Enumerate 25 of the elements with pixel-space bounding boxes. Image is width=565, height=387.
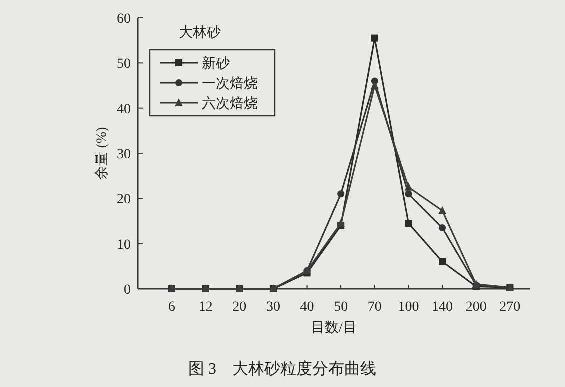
x-tick-label: 40 (300, 300, 314, 315)
x-tick-label: 270 (500, 300, 521, 315)
y-tick-label: 30 (117, 148, 131, 162)
caption: 图 3 大林砂粒度分布曲线 (188, 360, 376, 378)
x-tick-label: 50 (334, 300, 348, 315)
y-tick-label: 10 (117, 238, 131, 253)
text: 大林砂 (179, 25, 221, 41)
y-tick-label: 0 (124, 283, 131, 298)
x-axis-title: 目数/目 (311, 320, 357, 336)
x-tick-label: 6 (168, 300, 176, 315)
y-tick-label: 60 (117, 12, 131, 27)
y-tick-label: 20 (117, 192, 131, 208)
y-axis-title: 余量 (%) (94, 126, 110, 180)
x-tick-label: 200 (466, 300, 487, 315)
x-tick-label: 20 (232, 300, 247, 315)
y-tick-label: 50 (117, 57, 131, 72)
y-tick-label: 40 (117, 102, 131, 118)
legend-label: 六次焙烧 (202, 96, 258, 112)
x-tick-label: 12 (198, 300, 213, 315)
x-tick-label: 70 (368, 300, 382, 315)
x-tick-label: 30 (266, 300, 280, 315)
x-tick-label: 140 (432, 300, 454, 315)
legend-label: 一次焙烧 (202, 76, 258, 92)
x-tick-label: 100 (398, 300, 420, 315)
legend-label: 新砂 (202, 56, 230, 72)
